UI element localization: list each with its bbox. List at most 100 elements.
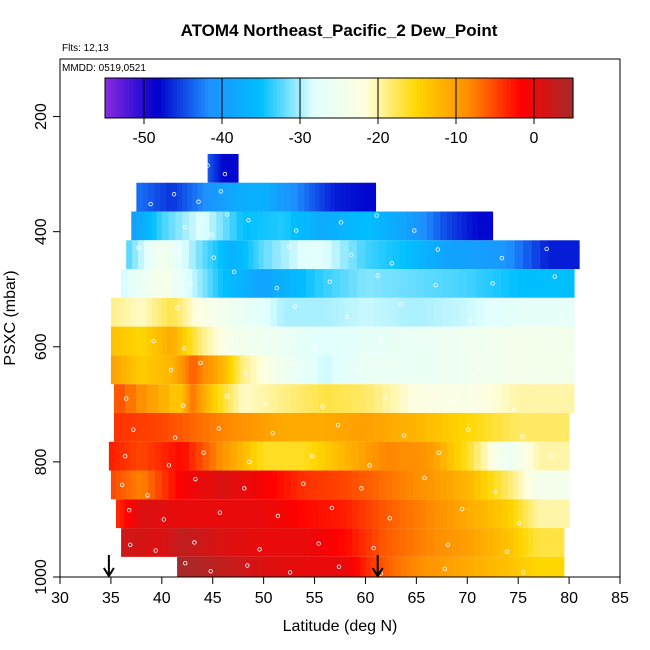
heatmap-cell [317,211,326,241]
heatmap-cell [250,211,258,241]
y-axis: 200 400 600 800 1000 [33,103,60,595]
colorbar-cell [526,78,530,118]
heatmap-cell [311,297,319,327]
heatmap-cell [358,297,366,327]
heatmap-cell [134,528,142,557]
colorbar-cell [307,78,312,118]
marker-arrow-head [371,567,384,578]
colorbar-tick-label: -30 [288,130,311,147]
x-axis-title: Latitude (deg N) [283,618,398,635]
data-point [327,279,333,284]
heatmap-cell [407,355,417,385]
heatmap-cell [323,269,332,298]
colorbar-cell [370,78,374,118]
heatmap-cell [419,499,427,529]
colorbar: -50 -40 -30 -20 -10 0 [104,77,574,147]
heatmap-cell [202,326,209,356]
heatmap-cell [379,556,383,577]
data-point [218,189,224,194]
heatmap-cell [424,269,434,298]
heatmap-cell [480,499,489,529]
heatmap-cell [412,240,421,270]
heatmap-cell [263,355,271,385]
heatmap-cell [216,412,224,442]
heatmap-cell [147,384,159,413]
colorbar-cell [126,78,131,118]
y-tick-label: 600 [33,333,50,360]
heatmap-cell [195,384,200,413]
heatmap-cell [564,240,570,270]
heatmap-cell [146,326,153,356]
heatmap-cell [197,326,203,356]
heatmap-cell [243,412,251,442]
heatmap-cell [228,153,231,183]
colorbar-cell [261,78,265,118]
heatmap-cell [345,355,353,385]
data-point [316,541,321,546]
data-point [491,350,496,355]
heatmap-cell [156,355,163,385]
heatmap-cell [277,556,285,577]
data-point [466,427,471,432]
colorbar-cell [304,78,309,118]
data-point [496,458,502,463]
heatmap-cell [277,412,285,442]
heatmap-cell [289,240,298,270]
data-point [265,331,270,337]
colorbar-tick-label: -40 [210,130,233,147]
heatmap-cell [212,269,219,298]
heatmap-cell [256,499,265,529]
heatmap-cell [487,441,495,471]
heatmap-cell [200,556,209,577]
data-point [122,453,128,459]
heatmap-cell [250,269,258,298]
heatmap-cell [543,412,553,442]
heatmap-cell [155,240,163,270]
heatmap-cell [392,528,400,557]
heatmap-cell [485,211,489,241]
heatmap-cell [202,412,210,442]
heatmap-cell [216,499,224,529]
heatmap-cell [518,556,524,577]
colorbar-cell [348,78,353,118]
heatmap-cell [141,355,147,385]
markers-layer [103,555,384,578]
heatmap-cell [127,269,136,298]
heatmap-cell [323,240,332,270]
heatmap-cell [542,556,548,577]
colorbar-cell [544,78,549,118]
heatmap-cell [553,441,560,471]
heatmap-cell [460,528,468,557]
heatmap-cell [446,441,455,471]
heatmap-cell [297,556,305,577]
heatmap-cell [527,269,538,298]
colorbar-cell [310,78,315,118]
heatmap-cell [166,326,173,356]
heatmap-cell [290,499,298,529]
data-point [246,217,251,223]
heatmap-cell [156,326,163,356]
heatmap-cell [518,269,528,298]
data-point [228,338,234,344]
data-point [243,371,248,376]
heatmap-cell [365,556,371,577]
colorbar-cell [401,78,406,118]
heatmap-cell [547,528,552,557]
data-point [493,489,498,495]
data-point [338,220,344,225]
heatmap-cell [426,470,434,500]
heatmap-cell [222,528,231,557]
heatmap-cell [399,240,407,270]
colorbar-cell [373,78,378,118]
heatmap-cell [546,355,556,385]
heatmap-cell [168,470,176,500]
heatmap-cell [222,470,231,500]
heatmap-cell [509,384,519,413]
colorbar-cell [516,78,521,118]
heatmap-cell [365,470,373,500]
heatmap-cell [472,240,482,270]
heatmap-cell [136,297,142,327]
heatmap-cell [492,269,502,298]
data-point [375,273,380,278]
heatmap-cell [547,556,552,577]
